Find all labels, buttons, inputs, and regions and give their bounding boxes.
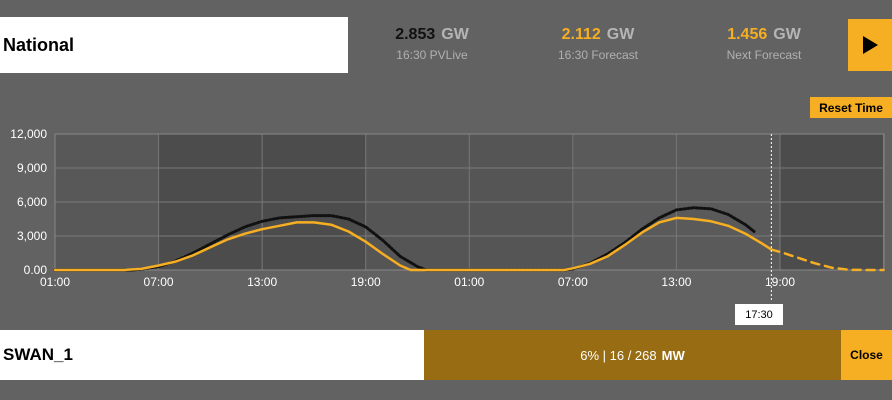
close-button[interactable]: Close — [841, 330, 892, 380]
stat-forecast-value: 2.112 — [561, 26, 601, 43]
y-tick-label: 9,000 — [17, 161, 47, 175]
site-name: SWAN_1 — [3, 345, 73, 364]
capacity-bar: 6% | 16 / 268 MW — [424, 330, 841, 380]
x-tick-label: 19:00 — [765, 275, 795, 289]
play-icon — [863, 36, 878, 54]
y-tick-label: 12,000 — [10, 127, 47, 141]
site-panel: SWAN_1 — [0, 330, 424, 380]
y-tick-label: 6,000 — [17, 195, 47, 209]
capacity-unit: MW — [661, 347, 685, 363]
stat-pvlive: 2.853 GW 16:30 PVLive — [362, 26, 502, 62]
stat-next-forecast-label: Next Forecast — [726, 48, 802, 62]
x-tick-label: 01:00 — [40, 275, 70, 289]
x-tick-label: 07:00 — [144, 275, 174, 289]
series-forecast — [53, 216, 773, 272]
header-bar: National 2.853 GW 16:30 PVLive 2.112 GW 16… — [0, 0, 892, 90]
series-pvlive — [53, 206, 756, 272]
region-title: National — [3, 34, 75, 55]
play-button[interactable] — [848, 19, 892, 71]
stat-next-forecast: 1.456 GW Next Forecast — [694, 26, 834, 62]
stat-next-forecast-value: 1.456 — [727, 26, 768, 43]
x-tick-label: 01:00 — [454, 275, 484, 289]
stat-forecast: 2.112 GW 16:30 Forecast — [528, 26, 668, 62]
reset-time-button[interactable]: Reset Time — [810, 97, 892, 118]
stat-forecast-unit: GW — [606, 26, 635, 43]
x-tick-label: 19:00 — [351, 275, 381, 289]
x-tick-label: 13:00 — [661, 275, 691, 289]
x-tick-label: 13:00 — [247, 275, 277, 289]
stat-pvlive-value: 2.853 — [395, 26, 436, 43]
x-tick-label: 07:00 — [558, 275, 588, 289]
y-tick-label: 0.00 — [24, 263, 48, 277]
capacity-text: 6% | 16 / 268 — [580, 347, 657, 363]
stat-pvlive-unit: GW — [441, 26, 469, 43]
stat-forecast-label: 16:30 Forecast — [557, 48, 639, 62]
y-tick-label: 3,000 — [17, 229, 47, 243]
region-panel[interactable]: National — [0, 17, 348, 73]
selected-time-label: 17:30 — [735, 304, 783, 325]
stat-pvlive-label: 16:30 PVLive — [396, 48, 468, 62]
stat-next-forecast-unit: GW — [773, 26, 801, 43]
